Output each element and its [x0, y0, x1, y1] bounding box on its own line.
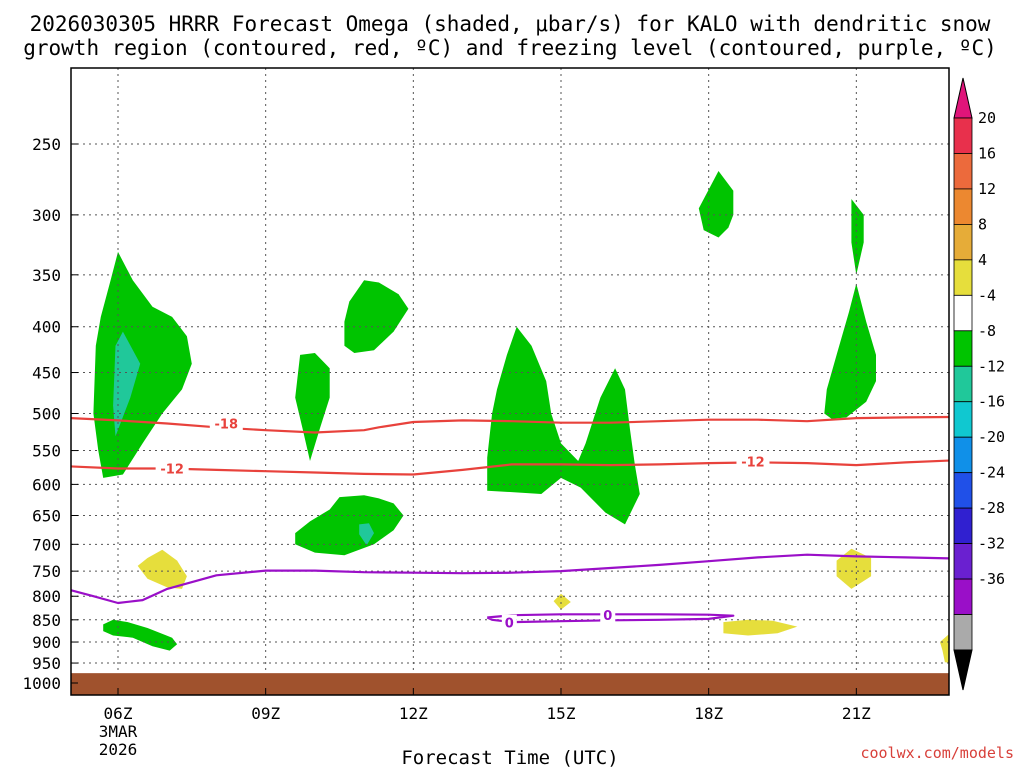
- omega-region-0: [93, 251, 192, 478]
- colorbar-segment-7: [953, 365, 973, 403]
- contour-label-1-1: -12: [741, 456, 765, 471]
- omega-region-6: [487, 326, 640, 525]
- omega-region-11: [103, 619, 178, 651]
- chart-title-line2: growth region (contoured, red, ºC) and f…: [23, 36, 997, 60]
- omega-region-4: [295, 495, 404, 556]
- ground-fill: [71, 673, 949, 695]
- colorbar-label-3: 8: [978, 215, 987, 233]
- y-tick-label-400: 400: [32, 318, 61, 337]
- colorbar-label-2: 12: [978, 180, 996, 198]
- y-tick-label-600: 600: [32, 475, 61, 494]
- omega-region-14: [723, 619, 798, 636]
- contour-label-1-0: -12: [160, 463, 184, 478]
- y-tick-label-250: 250: [32, 135, 61, 154]
- colorbar-label-8: -16: [978, 393, 1005, 411]
- omega-region-13: [553, 593, 571, 610]
- x-tick-date: 3MAR: [99, 722, 138, 741]
- contour-label-3-0: 0: [505, 617, 514, 632]
- colorbar-label-9: -20: [978, 428, 1005, 446]
- site-credit[interactable]: coolwx.com/models: [860, 744, 1014, 762]
- colorbar-label-4: 4: [978, 251, 987, 269]
- y-tick-label-700: 700: [32, 535, 61, 554]
- colorbar-label-1: 16: [978, 144, 996, 162]
- y-tick-label-350: 350: [32, 266, 61, 285]
- colorbar-segment-12: [953, 543, 973, 580]
- plot-frame: [70, 67, 950, 696]
- contour-label-bg-3-0: [501, 614, 517, 630]
- y-tick-label-850: 850: [32, 611, 61, 630]
- omega-region-12: [137, 549, 187, 589]
- y-tick-label-750: 750: [32, 562, 61, 581]
- colorbar-segment-2: [953, 188, 973, 225]
- colorbar-segment-10: [953, 472, 973, 509]
- omega-region-1: [113, 331, 141, 437]
- colorbar-label-6: -8: [978, 322, 996, 340]
- x-tick-label-09Z: 09Z: [251, 704, 280, 723]
- plot-area: -18 -12 -12 0 0 250 300 350 400 450 500 550 600 650 70…: [22, 67, 950, 759]
- colorbar-label-5: -4: [978, 286, 996, 304]
- colorbar-segment-3: [953, 223, 973, 261]
- y-tick-label-550: 550: [32, 442, 61, 461]
- contour-label-bg-1-1: [736, 453, 770, 469]
- colorbar-segment-13: [953, 578, 973, 615]
- colorbar-segment-11: [953, 507, 973, 544]
- x-tick-label-18Z: 18Z: [694, 704, 723, 723]
- colorbar-segment-4: [953, 259, 973, 296]
- chart-title-line1: 2026030305 HRRR Forecast Omega (shaded, …: [30, 12, 991, 36]
- contour-label-2-0: 0: [603, 609, 612, 624]
- x-tick-label-12Z: 12Z: [399, 704, 428, 723]
- x-axis-label: Forecast Time (UTC): [401, 747, 618, 768]
- omega-region-8: [851, 199, 864, 275]
- y-tick-label-450: 450: [32, 364, 61, 383]
- colorbar-top-arrow: [953, 77, 973, 119]
- omega-region-2: [295, 353, 330, 461]
- omega-region-3: [344, 280, 409, 353]
- colorbar-segment-14: [953, 614, 973, 651]
- contour-line-2: [71, 553, 949, 605]
- colorbar-segment-8: [953, 401, 973, 438]
- colorbar-label-0: 20: [978, 109, 996, 127]
- colorbar-label-13: -36: [978, 570, 1005, 588]
- y-tick-label-1000: 1000: [22, 674, 61, 693]
- x-tick-label-15Z: 15Z: [547, 704, 576, 723]
- colorbar: 20 16 12 8 4 -4 -8 -12 -16 -20 -24 -28 -32 -36: [953, 77, 1005, 691]
- contour-line-1: [71, 459, 949, 476]
- omega-region-5: [359, 523, 374, 546]
- y-tick-label-800: 800: [32, 587, 61, 606]
- colorbar-segment-5: [953, 294, 973, 332]
- contour-label-bg-0-0: [209, 415, 243, 431]
- x-tick-label-06Z: 06Z: [104, 704, 133, 723]
- y-tick-label-900: 900: [32, 633, 61, 652]
- colorbar-label-7: -12: [978, 357, 1005, 375]
- omega-region-16: [940, 634, 949, 663]
- y-tick-label-650: 650: [32, 507, 61, 526]
- contour-label-bg-1-0: [155, 460, 189, 476]
- colorbar-segment-1: [953, 153, 973, 190]
- colorbar-bottom-arrow: [953, 649, 973, 691]
- y-tick-label-950: 950: [32, 654, 61, 673]
- colorbar-segment-0: [953, 117, 973, 154]
- contour-line-3: [486, 613, 735, 624]
- colorbar-label-12: -32: [978, 535, 1005, 553]
- colorbar-segment-6: [953, 330, 973, 367]
- omega-region-15: [836, 548, 872, 589]
- x-tick-year: 2026: [99, 740, 138, 759]
- omega-region-7: [698, 171, 734, 238]
- contour-label-bg-2-0: [600, 607, 616, 623]
- colorbar-segment-9: [953, 436, 973, 474]
- colorbar-label-10: -24: [978, 464, 1005, 482]
- contour-label-0-0: -18: [215, 417, 239, 432]
- omega-region-9: [824, 283, 876, 419]
- y-tick-label-500: 500: [32, 405, 61, 424]
- y-tick-label-300: 300: [32, 206, 61, 225]
- x-tick-label-21Z: 21Z: [842, 704, 871, 723]
- colorbar-label-11: -28: [978, 499, 1005, 517]
